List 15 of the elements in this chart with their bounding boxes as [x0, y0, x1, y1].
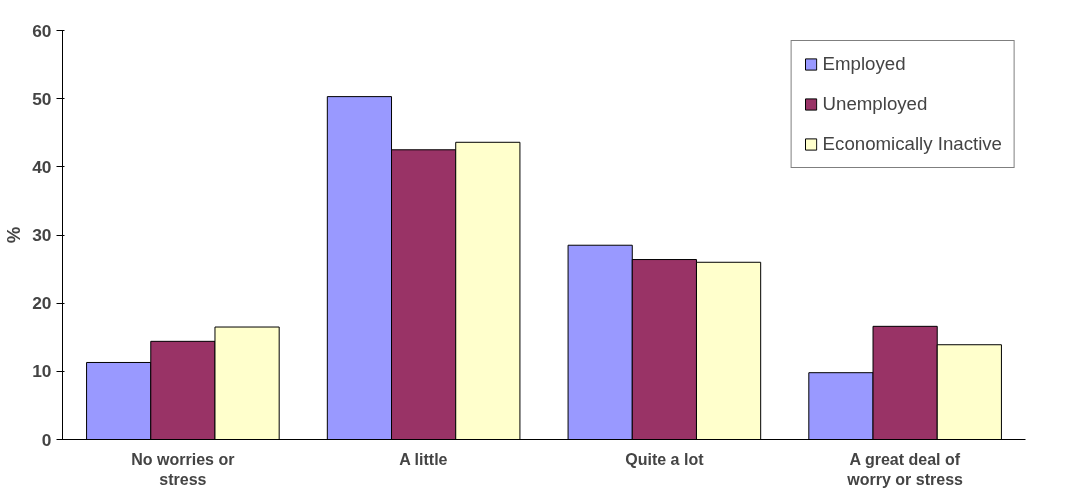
- x-tick-label: Quite a lot: [625, 450, 705, 468]
- y-tick-label: 30: [32, 225, 52, 245]
- y-tick-label: 50: [32, 88, 52, 109]
- legend-label: Employed: [822, 53, 906, 75]
- legend-label: Unemployed: [822, 93, 928, 115]
- y-tick-label: 20: [32, 293, 52, 314]
- y-tick-label: 40: [32, 156, 52, 177]
- x-tick-label: A little: [399, 450, 448, 468]
- y-axis-title: %: [3, 226, 25, 244]
- x-tick-label: No worries or stress: [131, 450, 235, 488]
- y-tick-label: 60: [32, 20, 52, 41]
- legend-label: Economically Inactive: [822, 133, 1002, 155]
- y-tick-label: 10: [32, 361, 52, 382]
- x-tick-label: A great deal of worry or stress: [846, 450, 964, 488]
- y-tick-label: 0: [41, 429, 52, 450]
